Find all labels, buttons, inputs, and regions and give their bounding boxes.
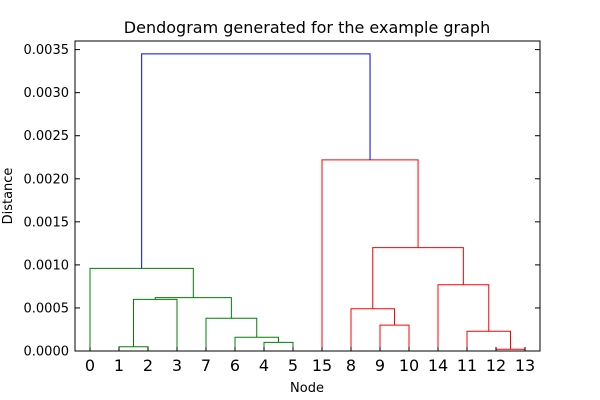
dendrogram-link-root bbox=[141, 53, 371, 269]
leaf-label-9: 9 bbox=[375, 356, 385, 375]
y-axis-label: Distance bbox=[1, 168, 16, 225]
x-axis-ticks: 0 1 2 3 7 6 4 5 15 8 9 10 14 11 12 13 bbox=[85, 347, 535, 375]
leaf-label-7: 7 bbox=[201, 356, 211, 375]
chart-title: Dendogram generated for the example grap… bbox=[124, 18, 490, 37]
dendrogram-link-0 bbox=[118, 346, 149, 351]
leaf-label-3: 3 bbox=[172, 356, 182, 375]
leaf-label-13: 13 bbox=[515, 356, 535, 375]
leaf-label-4: 4 bbox=[259, 356, 269, 375]
dendrogram-link-1 bbox=[263, 341, 294, 351]
dendrogram-link-9 bbox=[379, 324, 410, 351]
dendrogram-link-4 bbox=[133, 298, 178, 351]
y-tick-label: 0.0010 bbox=[24, 258, 70, 273]
leaf-label-12: 12 bbox=[486, 356, 506, 375]
dendrogram-link-11 bbox=[437, 284, 490, 351]
leaf-label-1: 1 bbox=[114, 356, 124, 375]
leaf-label-2: 2 bbox=[143, 356, 153, 375]
plot-frame bbox=[74, 40, 541, 352]
dendrogram-link-2 bbox=[234, 336, 279, 351]
dendrogram-link-5 bbox=[154, 297, 232, 319]
leaf-label-5: 5 bbox=[288, 356, 298, 375]
dendrogram-link-6 bbox=[89, 267, 194, 351]
dendrogram-link-13 bbox=[321, 159, 419, 351]
y-tick-label: 0.0025 bbox=[24, 129, 70, 144]
leaf-label-6: 6 bbox=[230, 356, 240, 375]
dendrogram-link-12 bbox=[372, 247, 464, 309]
y-tick-label: 0.0035 bbox=[24, 43, 70, 58]
leaf-label-0: 0 bbox=[85, 356, 95, 375]
leaf-label-11: 11 bbox=[457, 356, 477, 375]
leaf-label-14: 14 bbox=[428, 356, 448, 375]
y-tick-label: 0.0030 bbox=[24, 86, 70, 101]
y-tick-label: 0.0015 bbox=[24, 215, 70, 230]
dendrogram-link-3 bbox=[205, 317, 258, 351]
leaf-label-15: 15 bbox=[312, 356, 332, 375]
dendrogram-link-10 bbox=[350, 308, 395, 351]
y-tick-label: 0.0005 bbox=[24, 301, 70, 316]
leaf-label-8: 8 bbox=[346, 356, 356, 375]
y-tick-label: 0.0000 bbox=[24, 345, 70, 360]
leaf-label-10: 10 bbox=[399, 356, 419, 375]
y-tick-label: 0.0020 bbox=[24, 172, 70, 187]
dendrogram-link-8 bbox=[466, 330, 511, 351]
x-axis-label: Node bbox=[290, 381, 324, 396]
dendrogram-links bbox=[89, 53, 526, 351]
y-axis-ticks: 0.0000 0.0005 0.0010 0.0015 0.0020 0.0025 0.00… bbox=[24, 43, 540, 360]
